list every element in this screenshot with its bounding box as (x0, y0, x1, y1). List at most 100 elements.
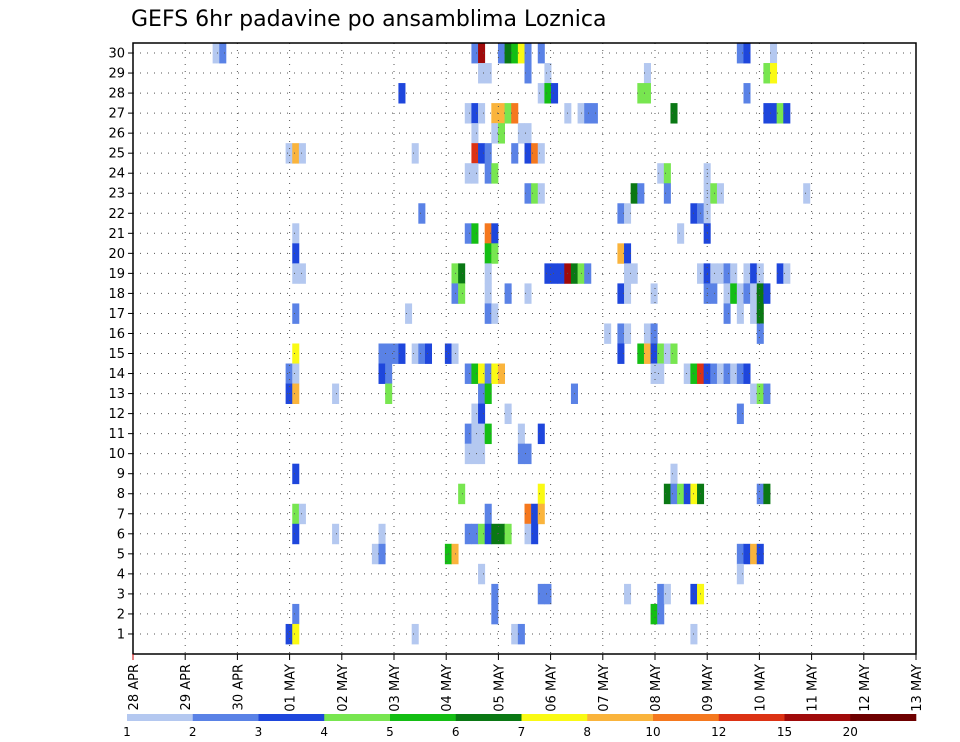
heatmap-cell (497, 103, 505, 124)
heatmap-cell (617, 203, 625, 224)
heatmap-cell (650, 343, 658, 364)
x-tick-label: 06 MAY (545, 664, 560, 712)
colorbar-swatch (390, 714, 457, 721)
heatmap-cell (710, 363, 718, 384)
heatmap-cell (298, 503, 306, 525)
heatmap-cell (637, 183, 645, 204)
heatmap-cell (643, 63, 651, 84)
heatmap-cell (298, 143, 306, 164)
heatmap-cell (292, 223, 300, 244)
heatmap-cell (478, 43, 486, 64)
x-tick-label: 01 MAY (284, 664, 299, 712)
x-tick-label: 13 MAY (910, 664, 925, 712)
heatmap-cell (418, 203, 426, 224)
heatmap-cell (524, 63, 532, 84)
heatmap-cell (504, 103, 512, 124)
heatmap-cell (497, 43, 505, 64)
heatmap-cell (624, 323, 632, 344)
heatmap-cell (650, 323, 658, 344)
colorbar-swatch (455, 714, 522, 721)
heatmap-cell (537, 143, 545, 164)
colorbar-legend: 1 2 3 4 5 6 7 8 10 12 15 20 (123, 714, 917, 739)
y-tick-label: 30 (108, 47, 125, 62)
colorbar-label: 4 (320, 725, 328, 739)
heatmap-cell (478, 443, 486, 465)
y-tick-label: 23 (108, 187, 125, 202)
y-tick-label: 26 (108, 127, 125, 142)
heatmap-cell (624, 203, 632, 224)
heatmap-cell (750, 263, 758, 284)
heatmap-cell (471, 143, 479, 164)
heatmap-cell (504, 43, 512, 64)
heatmap-cell (770, 43, 778, 64)
heatmap-cell (424, 343, 433, 364)
heatmap-cell (710, 263, 718, 284)
y-tick-label: 22 (108, 207, 125, 222)
heatmap-cell (756, 303, 764, 324)
heatmap-cell (743, 283, 751, 304)
y-tick-label: 10 (108, 447, 125, 462)
heatmap-cell (750, 283, 758, 304)
heatmap-cell (663, 483, 671, 505)
colorbar-label: 15 (777, 725, 792, 739)
heatmap-cell (292, 263, 300, 284)
heatmap-cell (524, 43, 532, 64)
heatmap-cell (471, 103, 479, 124)
heatmap-cell (630, 183, 638, 204)
colorbar-label: 8 (583, 725, 591, 739)
heatmap-cell (458, 283, 466, 304)
heatmap-cell (484, 303, 492, 324)
heatmap-cell (378, 343, 386, 364)
heatmap-cell (643, 83, 651, 104)
heatmap-cell (524, 523, 532, 545)
heatmap-cell (584, 103, 592, 124)
heatmap-cell (292, 503, 300, 525)
heatmap-cell (484, 423, 492, 445)
heatmap-cell (531, 143, 539, 164)
heatmap-cell (491, 603, 499, 625)
heatmap-cell (484, 283, 492, 304)
heatmap-cell (736, 403, 744, 425)
heatmap-cell (750, 303, 758, 324)
heatmap-cell (511, 143, 519, 164)
heatmap-cell (657, 343, 665, 364)
heatmap-cell (292, 383, 300, 404)
heatmap-cell (464, 443, 472, 465)
heatmap-cell (517, 423, 525, 445)
heatmap-cell (524, 283, 532, 304)
heatmap-cell (670, 103, 678, 124)
heatmap-cell (385, 383, 393, 404)
y-tick-label: 4 (117, 567, 125, 582)
heatmap-cell (385, 363, 393, 384)
heatmap-cell (458, 263, 466, 284)
heatmap-cell (617, 343, 625, 364)
heatmap-cell (770, 63, 778, 84)
heatmap-cell (617, 283, 625, 304)
heatmap-cell (624, 263, 632, 284)
heatmap-cell (637, 83, 645, 104)
heatmap-cell (677, 483, 685, 505)
heatmap-cell (332, 383, 340, 404)
colorbar-label: 1 (123, 725, 131, 739)
heatmap-cell (484, 503, 492, 525)
heatmap-cell (650, 603, 658, 625)
heatmap-cell (491, 163, 499, 184)
heatmap-cell (298, 263, 306, 284)
y-tick-label: 18 (108, 287, 125, 302)
colorbar-swatch (718, 714, 785, 721)
heatmap-cell (371, 543, 379, 565)
heatmap-cell (624, 283, 632, 304)
heatmap-cell (763, 383, 771, 404)
heatmap-cell (723, 263, 731, 284)
heatmap-cell (478, 403, 486, 425)
y-tick-label: 28 (108, 87, 125, 102)
heatmap-cell (670, 483, 678, 505)
x-tick-label: 29 APR (179, 664, 194, 710)
heatmap-cell (670, 463, 678, 485)
y-tick-label: 21 (108, 227, 125, 242)
heatmap-cell (285, 623, 293, 645)
heatmap-cell (497, 363, 505, 384)
heatmap-cell (504, 283, 512, 304)
heatmap-cell (537, 583, 545, 605)
heatmap-cell (657, 163, 665, 184)
